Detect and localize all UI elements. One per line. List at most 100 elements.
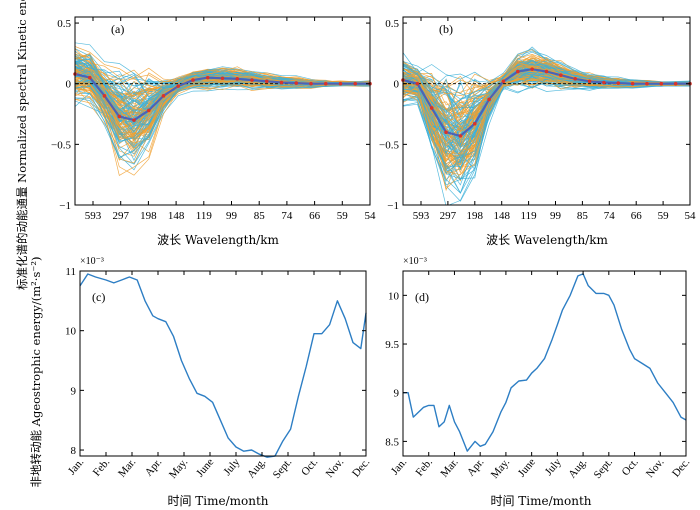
y-tick-label: 0.5 xyxy=(385,18,399,30)
panel-label: (a) xyxy=(111,22,124,36)
x-tick-label: 66 xyxy=(309,210,321,222)
panel-label: (c) xyxy=(92,290,105,304)
mean-marker xyxy=(205,75,210,80)
panel-a-ylabel: 标准化谱的动能通量 Normalized spectral Kinetic en… xyxy=(15,0,29,290)
mean-marker xyxy=(264,79,269,84)
mean-marker xyxy=(323,81,328,86)
y-tick-label: 9.5 xyxy=(385,339,399,351)
mean-marker xyxy=(279,80,284,85)
mean-marker xyxy=(429,106,434,110)
panel-label: (d) xyxy=(415,290,429,304)
mean-marker xyxy=(516,69,520,74)
x-tick-label: Aug. xyxy=(566,456,589,481)
panel-a-xlabel: 波长 Wavelength/km xyxy=(157,233,279,247)
y-tick-label: 9 xyxy=(71,385,77,397)
panel-b-kinetic-energy-flux: −1 −0.5 0 0.5 593 297 198 148 119 99 85 74 66 59 54 (b) xyxy=(379,16,697,222)
x-tick-label: June xyxy=(194,456,216,479)
y-tick-label: −1 xyxy=(387,200,399,212)
mean-marker xyxy=(87,75,92,80)
x-tick-label: Sept. xyxy=(271,456,295,481)
mean-marker xyxy=(630,81,635,86)
mean-marker xyxy=(309,81,313,86)
x-tick-label: 99 xyxy=(226,210,238,222)
mean-marker xyxy=(250,78,254,82)
y-tick-label: −1 xyxy=(59,200,71,212)
x-tick-label: Mar. xyxy=(116,456,139,480)
plot-frame xyxy=(79,270,367,457)
energy-series-line xyxy=(79,273,367,458)
x-tick-label: Feb. xyxy=(413,456,435,479)
mean-marker xyxy=(415,81,420,86)
x-tick-label: Dec. xyxy=(670,456,693,480)
panel-d-xlabel: 时间 Time/month xyxy=(490,494,591,508)
mean-marker xyxy=(294,81,299,85)
x-tick-label: Oct. xyxy=(620,456,641,478)
ensemble-member xyxy=(403,61,690,119)
x-tick-label: 198 xyxy=(140,210,157,222)
mean-marker xyxy=(559,73,563,78)
plot-frame xyxy=(74,16,371,206)
y-tick-label: 11 xyxy=(65,266,76,278)
mean-marker xyxy=(530,67,534,71)
x-tick-label: Sept. xyxy=(592,456,616,481)
mean-marker xyxy=(487,97,491,102)
panel-d-scale-label: ×10⁻³ xyxy=(403,256,427,267)
y-tick-label: 8.5 xyxy=(385,436,399,448)
x-tick-label: 74 xyxy=(281,210,293,222)
mean-marker xyxy=(338,81,343,86)
x-tick-label: 148 xyxy=(493,210,510,222)
mean-marker xyxy=(117,114,122,119)
x-tick-label: 119 xyxy=(196,210,213,222)
ensemble-member xyxy=(75,81,370,141)
mean-marker xyxy=(645,81,649,86)
ensemble-member xyxy=(75,82,370,164)
x-tick-label: Nov. xyxy=(644,456,667,480)
y-tick-label: 10 xyxy=(388,290,400,302)
x-tick-label: May. xyxy=(167,456,191,481)
energy-series-line xyxy=(403,273,687,452)
x-tick-label: 148 xyxy=(168,210,185,222)
y-tick-label: 9 xyxy=(394,388,400,400)
mean-marker xyxy=(501,79,506,84)
mean-marker xyxy=(102,94,107,98)
x-tick-label: 74 xyxy=(604,210,616,222)
mean-marker xyxy=(353,81,358,86)
x-tick-label: 54 xyxy=(685,210,697,222)
x-tick-label: 85 xyxy=(254,210,266,222)
x-tick-label: 85 xyxy=(577,210,589,222)
panel-c-scale-label: ×10⁻³ xyxy=(80,256,104,267)
ensemble-member xyxy=(75,58,370,110)
x-tick-label: Oct. xyxy=(299,456,320,478)
x-tick-label: 59 xyxy=(658,210,670,222)
x-tick-label: 59 xyxy=(337,210,349,222)
panel-c-ylabel: 非地转动能 Ageostrophic energy/(m²·s⁻²) xyxy=(29,256,43,487)
y-tick-label: 0.5 xyxy=(57,18,71,30)
mean-marker xyxy=(573,77,577,81)
x-tick-label: 54 xyxy=(365,210,377,222)
x-tick-label: Apr. xyxy=(465,456,487,479)
plot-frame xyxy=(402,270,687,457)
mean-marker xyxy=(544,69,549,74)
x-tick-label: July xyxy=(543,456,564,478)
mean-marker xyxy=(444,130,448,135)
mean-marker xyxy=(602,80,606,85)
mean-marker xyxy=(176,84,181,88)
x-tick-label: 297 xyxy=(440,210,457,222)
ensemble-member xyxy=(403,61,690,112)
ensemble-member xyxy=(403,77,690,157)
x-tick-label: Jan. xyxy=(389,456,410,477)
panel-b-xlabel: 波长 Wavelength/km xyxy=(486,233,608,247)
ensemble-lines xyxy=(75,42,370,176)
panel-c-xlabel: 时间 Time/month xyxy=(167,494,268,508)
x-tick-label: June xyxy=(516,456,538,479)
x-tick-label: Mar. xyxy=(438,456,461,480)
mean-marker xyxy=(458,134,463,138)
x-tick-label: 593 xyxy=(85,210,102,222)
mean-marker xyxy=(472,121,477,126)
x-tick-label: Jan. xyxy=(66,456,87,477)
mean-marker xyxy=(191,78,195,82)
x-tick-label: 99 xyxy=(550,210,562,222)
mean-marker xyxy=(235,77,240,81)
x-tick-label: Dec. xyxy=(350,456,373,480)
